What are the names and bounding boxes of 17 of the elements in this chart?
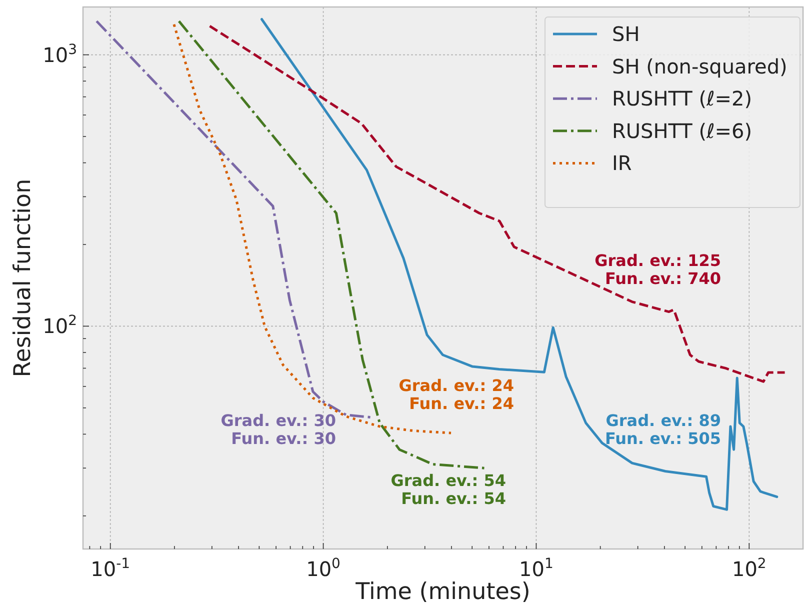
y-tick-label: 10$^{3}$ — [42, 42, 77, 67]
x-tick-label: 10$^{1}$ — [519, 556, 554, 581]
legend-label: IR — [612, 151, 632, 176]
legend-label: RUSHTT (ℓ=6) — [612, 118, 752, 143]
annotation: Grad. ev.: 54 Fun. ev.: 54 — [390, 471, 506, 508]
annotation: Grad. ev.: 30 Fun. ev.: 30 — [220, 411, 336, 448]
legend-label: SH (non-squared) — [612, 54, 788, 78]
x-tick-label: 10$^{0}$ — [306, 556, 340, 581]
legend-label: SH — [612, 22, 640, 46]
annotation: Grad. ev.: 24 Fun. ev.: 24 — [398, 376, 514, 413]
y-axis-title: Residual function — [10, 178, 36, 378]
x-tick-label: 10$^{2}$ — [732, 556, 766, 581]
annotation: Grad. ev.: 125 Fun. ev.: 740 — [594, 251, 721, 288]
annotation: Grad. ev.: 89 Fun. ev.: 505 — [605, 411, 721, 448]
legend-label: RUSHTT (ℓ=2) — [612, 86, 752, 111]
x-axis-title: Time (minutes) — [354, 579, 530, 605]
x-tick-label: 10$^{-1}$ — [90, 556, 130, 581]
